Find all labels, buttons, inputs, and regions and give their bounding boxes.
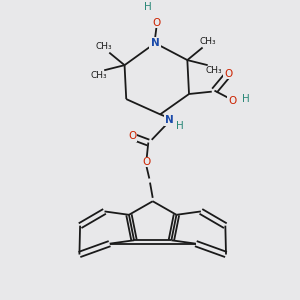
- Bar: [152, 18, 162, 28]
- Text: CH₃: CH₃: [90, 71, 107, 80]
- Bar: [164, 115, 175, 126]
- Text: H: H: [144, 2, 152, 13]
- Text: O: O: [228, 96, 236, 106]
- Text: O: O: [153, 18, 161, 28]
- Bar: [149, 37, 161, 49]
- Text: H: H: [242, 94, 250, 104]
- Text: H: H: [176, 121, 184, 130]
- Bar: [127, 131, 137, 142]
- Text: CH₃: CH₃: [200, 37, 216, 46]
- Bar: [223, 69, 233, 80]
- Text: N: N: [165, 116, 174, 125]
- Text: CH₃: CH₃: [205, 66, 222, 75]
- Text: O: O: [142, 157, 151, 167]
- Text: CH₃: CH₃: [96, 42, 112, 51]
- Text: O: O: [224, 69, 232, 79]
- Text: O: O: [128, 131, 136, 141]
- Bar: [227, 96, 237, 106]
- Bar: [142, 157, 152, 167]
- Text: N: N: [151, 38, 160, 48]
